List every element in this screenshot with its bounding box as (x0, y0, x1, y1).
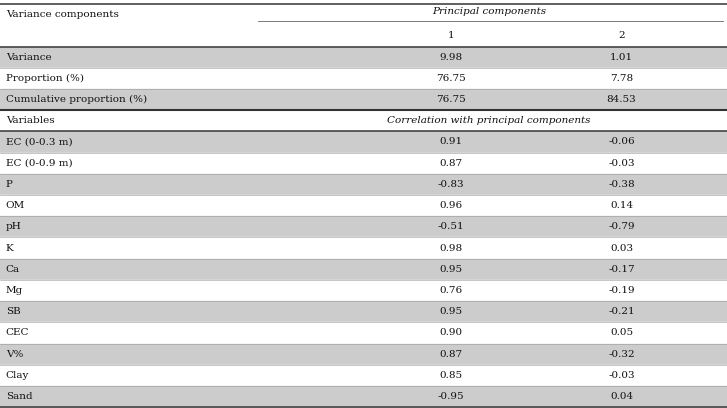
Text: -0.79: -0.79 (608, 222, 635, 231)
Text: 84.53: 84.53 (607, 95, 636, 104)
Text: -0.51: -0.51 (438, 222, 464, 231)
Text: 0.98: 0.98 (439, 244, 462, 253)
Text: Variables: Variables (6, 116, 55, 125)
Text: -0.19: -0.19 (608, 286, 635, 295)
Text: 0.95: 0.95 (439, 307, 462, 316)
Polygon shape (0, 365, 727, 386)
Text: Mg: Mg (6, 286, 23, 295)
Text: SB: SB (6, 307, 20, 316)
Text: -0.38: -0.38 (608, 180, 635, 189)
Polygon shape (0, 259, 727, 280)
Text: 76.75: 76.75 (436, 95, 465, 104)
Polygon shape (0, 237, 727, 259)
Polygon shape (0, 110, 727, 131)
Text: -0.03: -0.03 (608, 159, 635, 168)
Text: EC (0-0.3 m): EC (0-0.3 m) (6, 137, 73, 146)
Text: Clay: Clay (6, 371, 29, 380)
Text: 0.03: 0.03 (610, 244, 633, 253)
Text: CEC: CEC (6, 328, 29, 337)
Text: Sand: Sand (6, 392, 33, 401)
Text: 0.85: 0.85 (439, 371, 462, 380)
Text: EC (0-0.9 m): EC (0-0.9 m) (6, 159, 73, 168)
Text: 0.14: 0.14 (610, 201, 633, 210)
Text: -0.95: -0.95 (438, 392, 464, 401)
Polygon shape (0, 322, 727, 344)
Text: Ca: Ca (6, 265, 20, 274)
Polygon shape (0, 216, 727, 237)
Text: -0.03: -0.03 (608, 371, 635, 380)
Text: 0.96: 0.96 (439, 201, 462, 210)
Text: Cumulative proportion (%): Cumulative proportion (%) (6, 95, 147, 104)
Text: 76.75: 76.75 (436, 74, 465, 83)
Text: 0.91: 0.91 (439, 137, 462, 146)
Text: -0.32: -0.32 (608, 350, 635, 359)
Text: 2: 2 (618, 31, 625, 40)
Text: 0.04: 0.04 (610, 392, 633, 401)
Text: -0.06: -0.06 (608, 137, 635, 146)
Text: P: P (6, 180, 12, 189)
Text: Variance: Variance (6, 53, 52, 62)
Polygon shape (0, 68, 727, 89)
Polygon shape (0, 280, 727, 301)
Text: 1.01: 1.01 (610, 53, 633, 62)
Polygon shape (0, 47, 727, 68)
Text: 0.05: 0.05 (610, 328, 633, 337)
Text: K: K (6, 244, 14, 253)
Text: 9.98: 9.98 (439, 53, 462, 62)
Text: 7.78: 7.78 (610, 74, 633, 83)
Text: V%: V% (6, 350, 23, 359)
Text: Correlation with principal components: Correlation with principal components (387, 116, 590, 125)
Text: -0.17: -0.17 (608, 265, 635, 274)
Polygon shape (0, 386, 727, 407)
Polygon shape (0, 344, 727, 365)
Text: 0.90: 0.90 (439, 328, 462, 337)
Text: 0.87: 0.87 (439, 350, 462, 359)
Polygon shape (0, 153, 727, 174)
Polygon shape (0, 195, 727, 216)
Polygon shape (0, 4, 727, 25)
Text: -0.21: -0.21 (608, 307, 635, 316)
Text: 1: 1 (447, 31, 454, 40)
Text: Proportion (%): Proportion (%) (6, 74, 84, 83)
Polygon shape (0, 25, 727, 47)
Polygon shape (0, 174, 727, 195)
Polygon shape (0, 131, 727, 153)
Text: Variance components: Variance components (6, 10, 119, 19)
Text: OM: OM (6, 201, 25, 210)
Polygon shape (0, 89, 727, 110)
Text: Principal components: Principal components (432, 7, 546, 16)
Text: -0.83: -0.83 (438, 180, 464, 189)
Text: 0.95: 0.95 (439, 265, 462, 274)
Polygon shape (0, 301, 727, 322)
Text: 0.76: 0.76 (439, 286, 462, 295)
Text: pH: pH (6, 222, 22, 231)
Text: 0.87: 0.87 (439, 159, 462, 168)
